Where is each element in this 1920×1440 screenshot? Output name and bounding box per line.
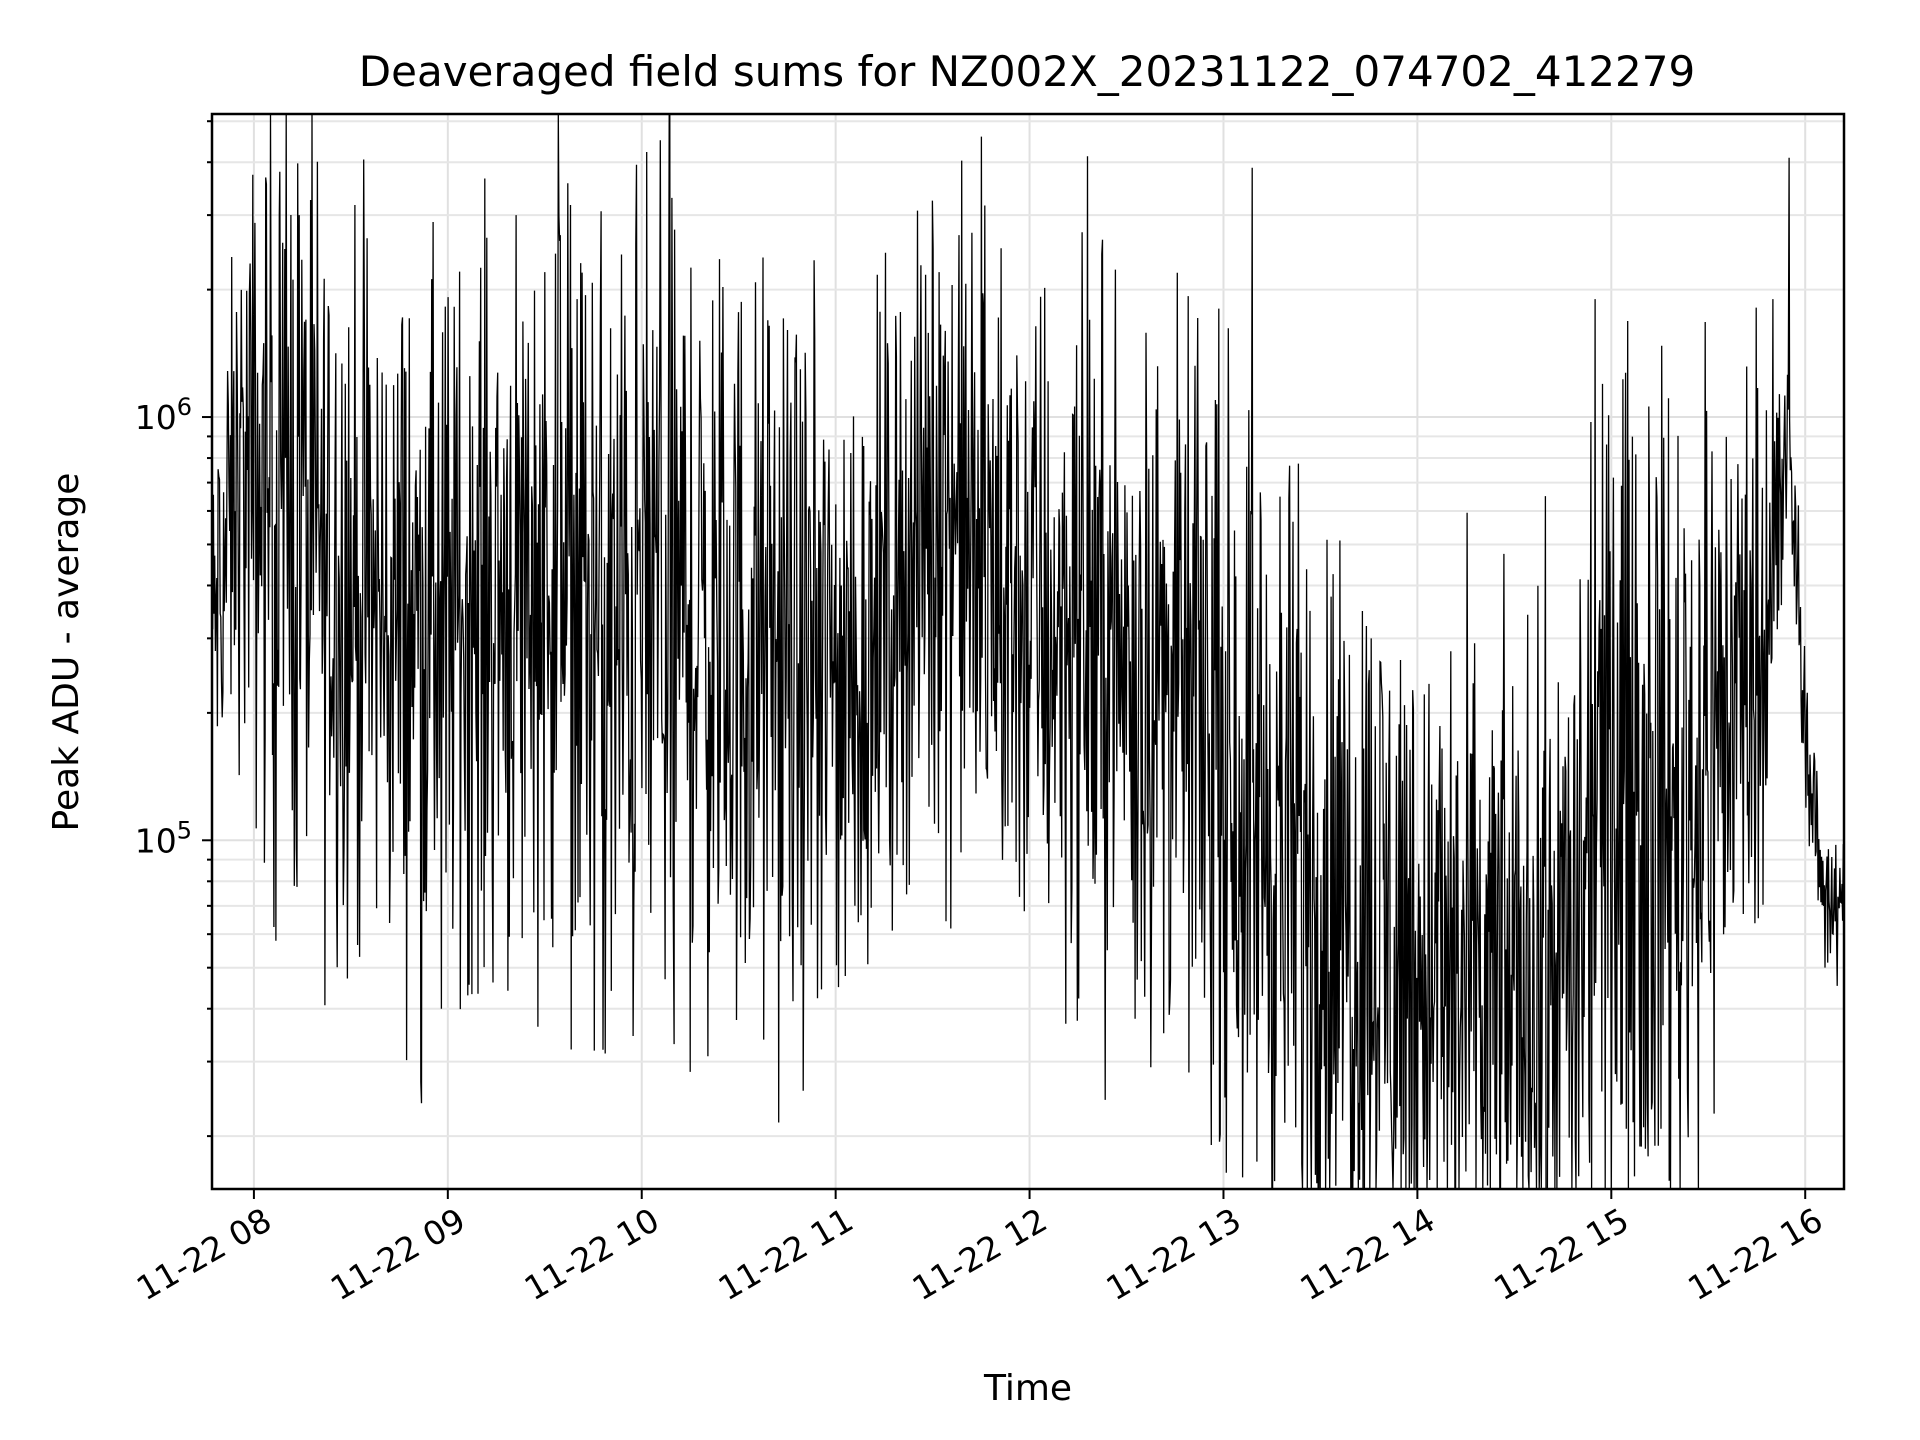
x-axis-label: Time (983, 1368, 1072, 1409)
y-tick-label: 106 (135, 393, 192, 437)
series-line (211, 113, 1845, 1190)
y-tick-label: 105 (135, 816, 192, 860)
plot-frame (210, 112, 1846, 1191)
chart-title: Deaveraged field sums for NZ002X_2023112… (359, 47, 1695, 96)
series-layer (211, 113, 1845, 1190)
y-axis-label: Peak ADU - average (46, 473, 87, 832)
